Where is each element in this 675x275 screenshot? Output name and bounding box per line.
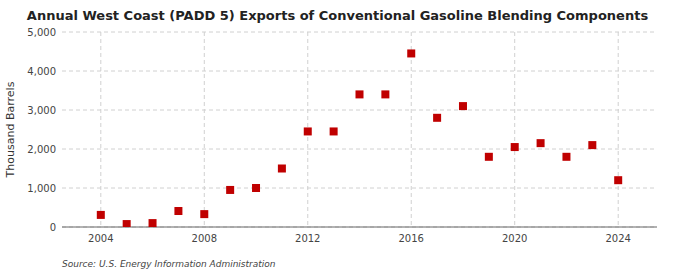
y-grid-line	[62, 32, 657, 33]
point	[511, 143, 519, 151]
y-axis-label: Thousand Barrels	[4, 81, 17, 178]
title: Annual West Coast (PADD 5) Exports of Co…	[27, 8, 649, 23]
x-grid-line	[204, 32, 205, 227]
point	[174, 207, 182, 215]
point	[330, 127, 338, 135]
x-grid-line	[411, 32, 412, 227]
x-tick-label: 2020	[502, 233, 527, 244]
y-tick-label: 4,000	[27, 66, 56, 77]
x-tick-label: 2008	[192, 233, 217, 244]
point	[537, 139, 545, 147]
y-tick-label: 3,000	[27, 105, 56, 116]
chart: Annual West Coast (PADD 5) Exports of Co…	[0, 0, 675, 275]
point	[149, 219, 157, 227]
point	[562, 153, 570, 161]
point	[381, 90, 389, 98]
x-grid-line	[618, 32, 619, 227]
point	[356, 90, 364, 98]
point	[252, 184, 260, 192]
point	[278, 165, 286, 173]
point	[485, 153, 493, 161]
point	[433, 114, 441, 122]
point	[459, 102, 467, 110]
x-tick-label: 2012	[295, 233, 320, 244]
point	[123, 220, 131, 227]
y-grid-line	[62, 149, 657, 150]
grid	[62, 32, 657, 227]
point	[97, 211, 105, 219]
x-tick-label: 2016	[399, 233, 424, 244]
point	[614, 176, 622, 184]
y-tick-label: 2,000	[27, 144, 56, 155]
point	[588, 141, 596, 149]
y-tick-label: 5,000	[27, 27, 56, 38]
point	[226, 186, 234, 194]
y-grid-line	[62, 188, 657, 189]
point	[304, 127, 312, 135]
annotation: Source: U.S. Energy Information Administ…	[62, 259, 276, 269]
point	[407, 49, 415, 57]
x-tick-label: 2024	[605, 233, 630, 244]
points	[97, 49, 622, 227]
y-grid-line	[62, 110, 657, 111]
x-grid-line	[100, 32, 101, 227]
y-tick-label: 1,000	[27, 183, 56, 194]
x-tick-label: 2004	[88, 233, 113, 244]
x-grid-line	[514, 32, 515, 227]
y-grid-line	[62, 71, 657, 72]
point	[200, 210, 208, 218]
y-tick-label: 0	[50, 222, 56, 233]
